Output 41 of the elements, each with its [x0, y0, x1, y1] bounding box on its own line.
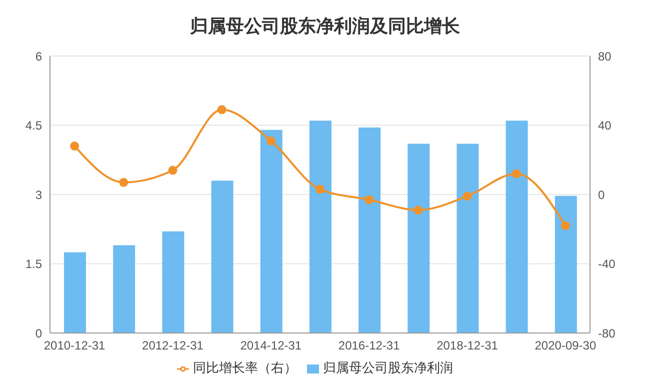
bar: [211, 180, 234, 333]
point: [316, 184, 324, 194]
bar: [113, 245, 136, 333]
x-tick-label: 2018-12-31: [436, 338, 498, 353]
bar: [64, 252, 86, 333]
x-tick-label: 2014-12-31: [240, 338, 302, 353]
point: [266, 136, 276, 146]
y2-tick-label: 80: [598, 49, 612, 64]
point: [414, 206, 423, 215]
point: [119, 178, 128, 187]
chart-title: 归属母公司股东净利润及同比增长: [189, 15, 461, 38]
y-tick-label: 4.5: [25, 118, 42, 133]
bar: [260, 130, 282, 333]
legend-label: 同比增长率（右）: [193, 360, 297, 375]
y-tick-label: 3: [35, 188, 42, 202]
point: [168, 166, 178, 175]
point: [462, 192, 472, 201]
x-tick-label: 2020-09-30: [534, 338, 596, 353]
legend-label: 归属母公司股东净利润: [323, 360, 453, 375]
bar: [456, 144, 479, 333]
point: [512, 169, 521, 178]
bar: [408, 144, 430, 333]
y2-tick-label: 40: [598, 118, 612, 133]
bar: [506, 120, 528, 333]
bar: [554, 196, 577, 333]
point: [364, 195, 374, 204]
y-tick-label: 0: [35, 326, 42, 340]
x-tick-label: 2010-12-31: [44, 338, 106, 353]
y-tick-label: 6: [35, 49, 42, 64]
bar: [162, 231, 184, 333]
y2-tick-label: 0: [598, 188, 605, 202]
point: [70, 142, 80, 151]
bar: [358, 128, 381, 333]
y2-tick-label: -40: [598, 257, 616, 272]
point: [217, 105, 226, 114]
x-tick-label: 2012-12-31: [142, 338, 204, 353]
bar: [309, 120, 332, 333]
x-tick-label: 2016-12-31: [338, 338, 400, 353]
y2-tick-label: -80: [598, 326, 616, 340]
y-tick-label: 1.5: [25, 257, 42, 272]
point: [560, 221, 570, 230]
